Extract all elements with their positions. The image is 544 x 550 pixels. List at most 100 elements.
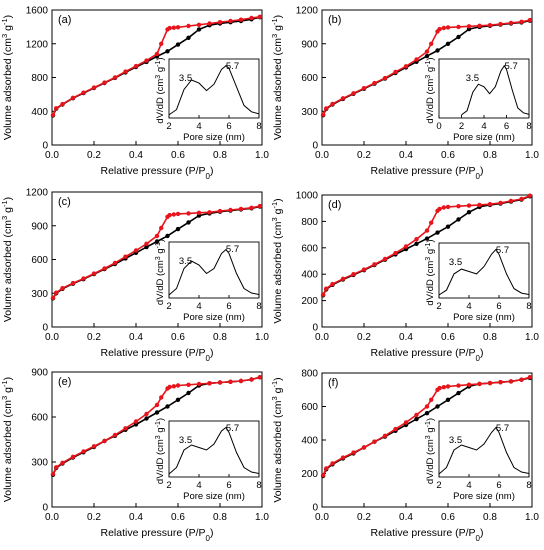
desorption-point [159,225,164,231]
desorption-point [445,204,451,210]
desorption-point [456,204,461,209]
y-axis-title-part: ) [272,377,284,381]
desorption-point [196,381,202,387]
y-axis-title-part: Volume adsorbed (cm [272,400,284,502]
inset-x-tick-label: 8 [526,301,531,312]
adsorption-point [456,390,461,396]
inset-x-tick-label: 8 [256,480,261,491]
x-tick-label: 0.2 [357,512,371,523]
inset-y-title-part: -1 [425,421,432,427]
x-tick-label: 0.2 [87,332,101,343]
y-tick-label: 800 [31,73,48,84]
inset-frame [438,58,530,119]
desorption-point [330,101,335,107]
desorption-point [498,380,503,385]
y-axis-title-part: Volume adsorbed (cm [272,221,284,323]
desorption-point [477,23,482,28]
desorption-point [435,387,440,392]
y-tick-label: 0 [312,323,318,334]
desorption-point [249,377,254,382]
inset-y-title-part: dV/dD (cm [425,79,436,124]
desorption-series [320,193,533,297]
y-axis-title-part: Volume adsorbed (cm [2,400,14,502]
desorption-point [257,375,263,380]
x-axis-title-main: Relative pressure (P/P [101,347,206,359]
inset-x-title: Pore size (nm) [183,132,245,143]
desorption-point [466,24,472,29]
x-axis-title: Relative pressure (P/P0) [101,165,214,181]
x-tick-label: 1.0 [255,150,269,161]
desorption-point [123,69,128,74]
inset-x-tick-label: 4 [466,301,471,312]
desorption-point [361,86,367,91]
desorption-point [414,237,419,242]
x-tick-label: 1.0 [525,150,539,161]
desorption-point [257,14,263,19]
adsorption-point [154,239,160,244]
x-axis-title-tail: ) [480,347,484,359]
desorption-point [91,85,97,90]
desorption-point [186,211,191,216]
desorption-point [324,286,329,291]
inset-x-tick-label: 8 [526,480,531,491]
desorption-point [165,386,170,391]
y-tick-label: 0 [312,503,318,514]
inset-y-title-part: -1 [155,242,162,248]
x-axis-title-main: Relative pressure (P/P [101,527,206,539]
inset-y-title-part: -1 [155,61,162,67]
y-tick-label: 900 [31,368,48,379]
adsorption-point [445,224,451,229]
x-axis-title: Relative pressure (P/P0) [371,347,484,363]
desorption-point [498,200,503,206]
desorption-point [70,95,76,101]
desorption-point [54,106,59,111]
inset-y-title-part: g [155,248,166,256]
adsorption-point [175,397,181,402]
y-tick-label: 0 [42,503,48,514]
desorption-point [54,290,59,295]
y-tick-label: 1200 [26,39,49,50]
desorption-point [102,80,107,85]
inset-pore-size: 0 2 4 6 8 Pore size (nm) dV/dD (cm3 g-1) 3.5 5.7 [425,57,532,143]
panel-label: (e) [58,376,71,388]
desorption-point [60,460,65,465]
y-axis-title-part: -1 [270,202,279,209]
desorption-point [133,419,139,424]
inset-x-tick-label: 2 [436,301,441,312]
inset-y-title-part: ) [425,57,436,60]
x-tick-label: 0.0 [315,150,329,161]
inset-y-title-part: g [425,67,436,75]
desorption-point [171,25,176,30]
desorption-point [50,295,56,300]
x-tick-label: 0.6 [441,512,455,523]
y-tick-label: 800 [301,217,318,228]
desorption-point [196,210,202,215]
inset-x-tick-label: 2 [436,480,441,491]
inset-x-tick-label: 8 [526,121,531,132]
x-tick-label: 0.0 [45,512,59,523]
adsorption-point [186,35,191,40]
adsorption-point [165,404,170,409]
y-axis-title: Volume adsorbed (cm3 g-1) [0,15,14,140]
desorption-point [382,433,388,438]
desorption-point [456,383,461,388]
desorption-point [361,445,367,450]
inset-x-title: Pore size (nm) [183,491,245,502]
adsorption-point [414,416,419,422]
desorption-point [340,455,346,460]
panel-label: (a) [58,14,71,26]
desorption-point [498,21,503,27]
y-axis-title-part: -1 [0,18,9,25]
panel-label: (b) [328,14,341,26]
y-axis-title: Volume adsorbed (cm3 g-1) [0,377,14,502]
desorption-point [112,260,118,266]
inset-distribution-line [438,248,530,296]
desorption-point [382,75,388,81]
x-tick-label: 0.6 [441,332,455,343]
x-axis-title: Relative pressure (P/P0) [371,527,484,543]
desorption-point [527,193,533,198]
desorption-point [361,267,367,272]
x-tick-label: 0.2 [87,512,101,523]
inset-y-title-part: 3 [155,75,162,79]
inset-pore-size: 2 4 6 8 Pore size (nm) dV/dD (cm3 g-1) 3.5 5.7 [155,239,262,323]
